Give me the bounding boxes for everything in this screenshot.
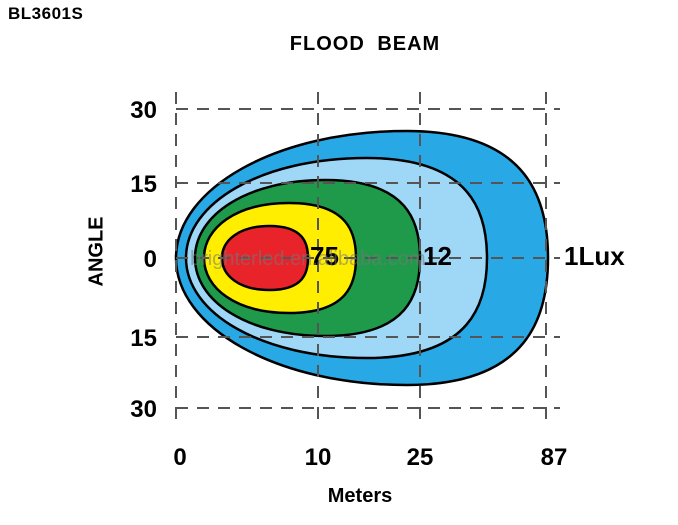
y-tick-label: 30 <box>130 396 157 423</box>
y-tick-label: 0 <box>144 246 157 273</box>
x-tick-label: 0 <box>173 444 186 471</box>
y-tick-label: 30 <box>130 97 157 124</box>
y-tick-label: 15 <box>130 171 157 198</box>
x-tick-label: 10 <box>305 444 332 471</box>
x-tick-label: 25 <box>407 444 434 471</box>
x-tick-label: 87 <box>541 444 568 471</box>
contour-label: 1Lux <box>564 241 625 271</box>
y-tick-label: 15 <box>130 325 157 352</box>
watermark-text: brighterled.en.alibaba.com <box>190 248 426 270</box>
chart-title: FLOOD BEAM <box>289 33 441 55</box>
contour-label: 12 <box>423 241 452 271</box>
model-number: BL3601S <box>8 4 84 23</box>
x-axis-label: Meters <box>327 485 393 507</box>
contour-label: 75 <box>310 241 339 271</box>
